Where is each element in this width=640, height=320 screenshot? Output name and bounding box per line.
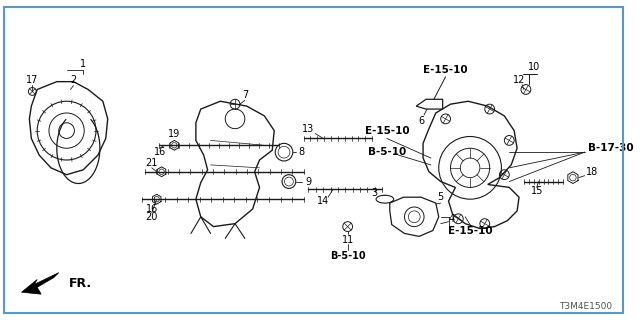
Text: 20: 20 (145, 212, 157, 222)
Text: 13: 13 (302, 124, 315, 134)
Text: 21: 21 (145, 158, 157, 168)
Text: 9: 9 (305, 177, 312, 187)
Text: 5: 5 (438, 192, 444, 202)
Text: 10: 10 (527, 62, 540, 72)
Text: T3M4E1500: T3M4E1500 (559, 302, 612, 311)
Text: E-15-10: E-15-10 (423, 65, 468, 75)
Text: 16: 16 (154, 147, 166, 157)
Text: 11: 11 (342, 235, 354, 245)
Text: 6: 6 (418, 116, 424, 126)
Text: 14: 14 (317, 196, 330, 206)
Polygon shape (22, 273, 59, 294)
Text: 15: 15 (531, 186, 543, 196)
Text: 2: 2 (70, 75, 77, 85)
Text: 1: 1 (80, 59, 86, 69)
Text: B-5-10: B-5-10 (368, 147, 406, 157)
Text: B-17-30: B-17-30 (588, 143, 633, 153)
Text: E-15-10: E-15-10 (365, 126, 409, 136)
Text: 7: 7 (242, 90, 248, 100)
Text: 12: 12 (513, 75, 525, 85)
Text: 18: 18 (586, 167, 598, 177)
Text: B-5-10: B-5-10 (330, 251, 365, 261)
Text: 19: 19 (168, 129, 180, 139)
Text: 3: 3 (371, 188, 377, 198)
Text: 4: 4 (449, 214, 454, 224)
Text: FR.: FR. (68, 277, 92, 290)
Text: 8: 8 (299, 147, 305, 157)
Text: 17: 17 (26, 75, 38, 85)
Text: 16: 16 (146, 204, 158, 214)
Text: E-15-10: E-15-10 (448, 226, 492, 236)
